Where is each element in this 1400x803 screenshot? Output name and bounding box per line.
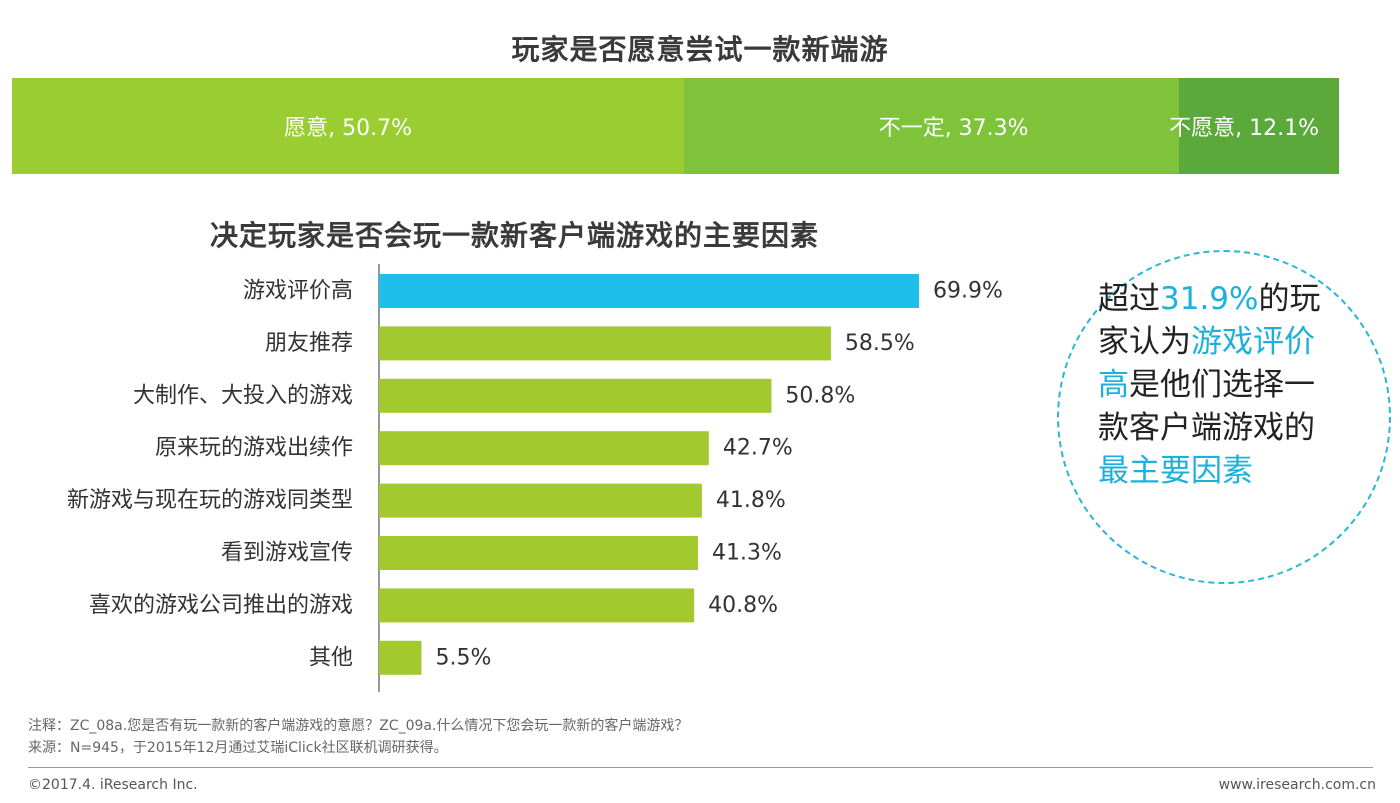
value-label-4: 41.8%	[716, 488, 786, 513]
copyright-text: ©2017.4. iResearch Inc.	[28, 777, 198, 793]
factors-bar-chart: 游戏评价高 69.9% 朋友推荐 58.5% 大制作、大投入的游戏 50.8% 原来玩的游戏…	[67, 264, 1003, 692]
callout-text-2: 的玩家认为	[1098, 281, 1321, 360]
chart-title-willingness: 玩家是否愿意尝试一款新端游	[511, 33, 889, 66]
stacked-willingness-bar: 愿意, 50.7% 不一定, 37.3% 不愿意, 12.1%	[12, 78, 1339, 174]
callout-highlight-factor: 游戏评价高	[1098, 324, 1315, 403]
callout-text-1: 超过	[1098, 281, 1160, 317]
stacked-segment-label-1: 不一定, 37.3%	[878, 116, 1029, 141]
bar-3	[379, 431, 709, 466]
value-label-3: 42.7%	[723, 436, 793, 461]
bar-2	[379, 378, 772, 413]
category-label-5: 看到游戏宣传	[221, 541, 353, 566]
bar-5	[379, 536, 699, 570]
note-source: 来源：N=945，于2015年12月通过艾瑞iClick社区联机调研获得。	[28, 740, 448, 756]
bar-4	[379, 483, 702, 518]
value-label-1: 58.5%	[845, 331, 915, 356]
website-link[interactable]: www.iresearch.com.cn	[1218, 777, 1376, 793]
bar-1	[379, 326, 831, 361]
value-label-6: 40.8%	[708, 593, 778, 618]
category-label-3: 原来玩的游戏出续作	[155, 436, 353, 461]
bar-6	[379, 588, 695, 623]
callout-highlight-percent: 31.9%	[1160, 281, 1259, 317]
stacked-segment-2: 不愿意, 12.1%	[1169, 78, 1339, 174]
stacked-segment-label-2: 不愿意, 12.1%	[1169, 116, 1319, 141]
value-label-5: 41.3%	[712, 541, 782, 566]
callout-circle	[1057, 250, 1391, 584]
note-question: 注释：ZC_08a.您是否有玩一款新的客户端游戏的意愿？ZC_09a.什么情况下…	[28, 718, 689, 734]
value-label-2: 50.8%	[785, 383, 855, 408]
value-label-0: 69.9%	[933, 279, 1003, 304]
stacked-segment-label-0: 愿意, 50.7%	[284, 116, 412, 141]
category-label-2: 大制作、大投入的游戏	[133, 383, 353, 408]
stacked-segment-0: 愿意, 50.7%	[12, 78, 685, 174]
bar-7	[379, 640, 422, 675]
bar-0	[379, 274, 919, 308]
category-label-1: 朋友推荐	[265, 331, 353, 356]
stacked-segment-1: 不一定, 37.3%	[684, 78, 1179, 174]
callout-text-3: 是他们选择一款客户端游戏的	[1098, 367, 1315, 446]
category-label-6: 喜欢的游戏公司推出的游戏	[89, 593, 353, 618]
footer-divider	[28, 767, 1373, 768]
chart-title-factors: 决定玩家是否会玩一款新客户端游戏的主要因素	[210, 219, 820, 252]
callout-highlight-main: 最主要因素	[1098, 453, 1253, 489]
value-label-7: 5.5%	[435, 645, 491, 670]
callout-text: 超过31.9%的玩家认为游戏评价高是他们选择一款客户端游戏的最主要因素	[1098, 278, 1338, 493]
category-label-7: 其他	[309, 645, 353, 670]
category-label-4: 新游戏与现在玩的游戏同类型	[67, 488, 353, 513]
category-label-0: 游戏评价高	[243, 279, 353, 304]
